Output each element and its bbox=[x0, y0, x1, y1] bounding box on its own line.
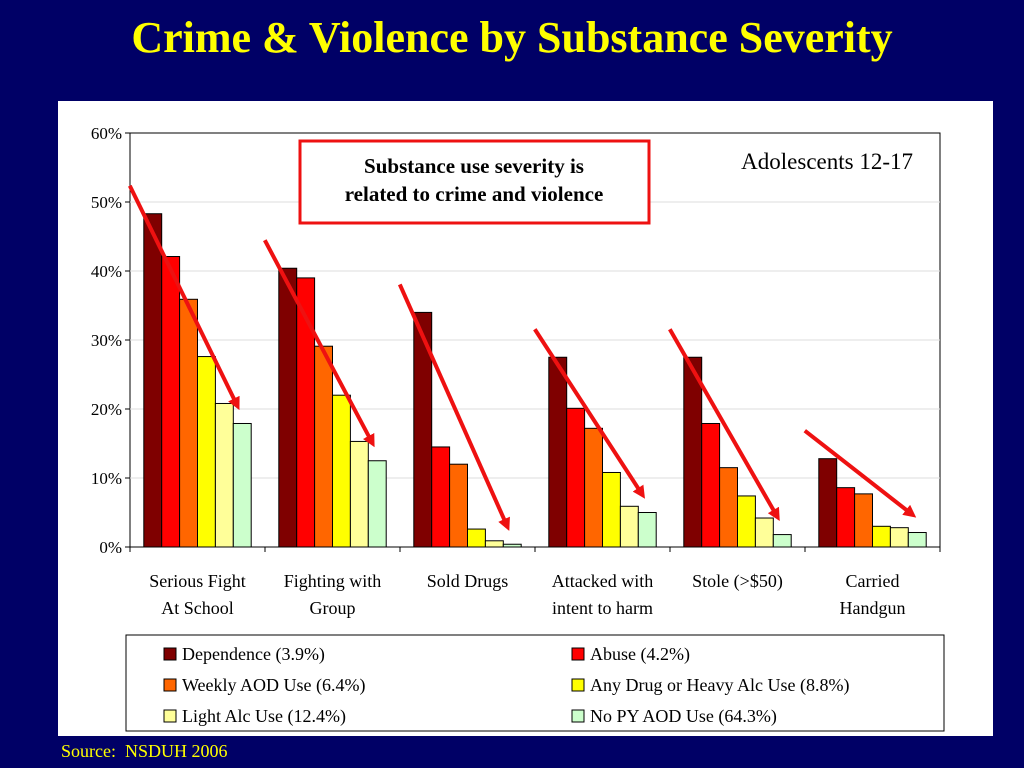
callout-text: related to crime and violence bbox=[345, 182, 604, 206]
bar bbox=[719, 467, 738, 548]
x-tick-label: Carried bbox=[846, 571, 900, 591]
trend-arrow bbox=[128, 184, 240, 411]
legend-swatch bbox=[571, 678, 585, 692]
trend-arrow bbox=[397, 283, 510, 531]
trend-arrow bbox=[668, 328, 780, 522]
x-tick-label: Serious Fight bbox=[149, 571, 246, 591]
legend-label: Abuse (4.2%) bbox=[590, 644, 690, 665]
x-tick-label: Attacked with bbox=[552, 571, 653, 591]
bar bbox=[214, 402, 234, 548]
bar bbox=[907, 532, 927, 548]
legend-label: Any Drug or Heavy Alc Use (8.8%) bbox=[590, 675, 849, 696]
bar bbox=[197, 356, 216, 548]
bar bbox=[413, 311, 433, 548]
y-tick-label: 60% bbox=[91, 124, 122, 143]
y-tick-label: 30% bbox=[91, 331, 122, 350]
legend-box bbox=[125, 634, 945, 732]
y-tick-label: 20% bbox=[91, 400, 122, 419]
bar bbox=[701, 422, 721, 548]
callout-text: Substance use severity is bbox=[364, 154, 584, 178]
y-tick-label: 0% bbox=[99, 538, 122, 557]
bar-chart: 0% 10% 20% 30% 40% 50% 60% Serious Fight At Scho… bbox=[91, 124, 945, 732]
legend-swatch bbox=[163, 678, 177, 692]
bar bbox=[502, 543, 522, 548]
callout-box bbox=[298, 139, 651, 225]
legend-label: Weekly AOD Use (6.4%) bbox=[182, 675, 366, 696]
y-tick-label: 50% bbox=[91, 193, 122, 212]
bar bbox=[278, 267, 298, 548]
bar bbox=[367, 460, 387, 548]
bar bbox=[449, 463, 469, 548]
legend-label: Light Alc Use (12.4%) bbox=[182, 706, 346, 727]
bar bbox=[161, 256, 181, 548]
x-tick-label: Handgun bbox=[840, 598, 906, 618]
bar bbox=[854, 493, 873, 548]
x-tick-label: Stole (>$50) bbox=[692, 571, 783, 592]
source-note: Source: NSDUH 2006 bbox=[61, 741, 228, 761]
slide-title: Crime & Violence by Substance Severity bbox=[131, 13, 893, 62]
bar bbox=[332, 394, 351, 548]
bar bbox=[683, 356, 703, 548]
x-tick-label: At School bbox=[161, 598, 234, 618]
trend-arrow bbox=[803, 429, 917, 518]
x-tick-label: Sold Drugs bbox=[427, 571, 509, 591]
bar bbox=[566, 407, 586, 548]
x-tick-label: Fighting with bbox=[284, 571, 382, 591]
trend-arrow bbox=[263, 239, 375, 448]
bar bbox=[143, 213, 163, 548]
bar bbox=[772, 534, 792, 548]
bar bbox=[548, 356, 568, 548]
y-tick-label: 10% bbox=[91, 469, 122, 488]
bar bbox=[889, 527, 909, 548]
legend-label: No PY AOD Use (64.3%) bbox=[590, 706, 777, 727]
bar bbox=[619, 505, 639, 548]
bar bbox=[872, 525, 891, 548]
x-tick-label: Group bbox=[310, 598, 356, 618]
bar bbox=[179, 298, 198, 548]
bar bbox=[818, 458, 838, 548]
x-tick-label: intent to harm bbox=[552, 598, 653, 618]
bar bbox=[602, 471, 621, 548]
legend-label: Dependence (3.9%) bbox=[182, 644, 325, 665]
chart-subtitle: Adolescents 12-17 bbox=[741, 149, 913, 174]
legend-swatch bbox=[571, 647, 585, 661]
bar bbox=[349, 440, 369, 548]
legend-swatch bbox=[163, 647, 177, 661]
chart-panel: 0% 10% 20% 30% 40% 50% 60% Serious Fight At Scho… bbox=[58, 101, 993, 736]
bar bbox=[754, 517, 774, 548]
legend-swatch bbox=[163, 709, 177, 723]
bar bbox=[584, 427, 603, 548]
bar bbox=[484, 540, 504, 548]
bar bbox=[637, 512, 657, 548]
y-tick-label: 40% bbox=[91, 262, 122, 281]
legend-swatch bbox=[571, 709, 585, 723]
bar bbox=[836, 487, 856, 548]
bar bbox=[431, 446, 451, 548]
bar bbox=[314, 345, 334, 548]
bar bbox=[467, 528, 486, 548]
bar bbox=[737, 495, 756, 548]
bar bbox=[232, 422, 252, 548]
trend-arrow bbox=[533, 328, 645, 499]
